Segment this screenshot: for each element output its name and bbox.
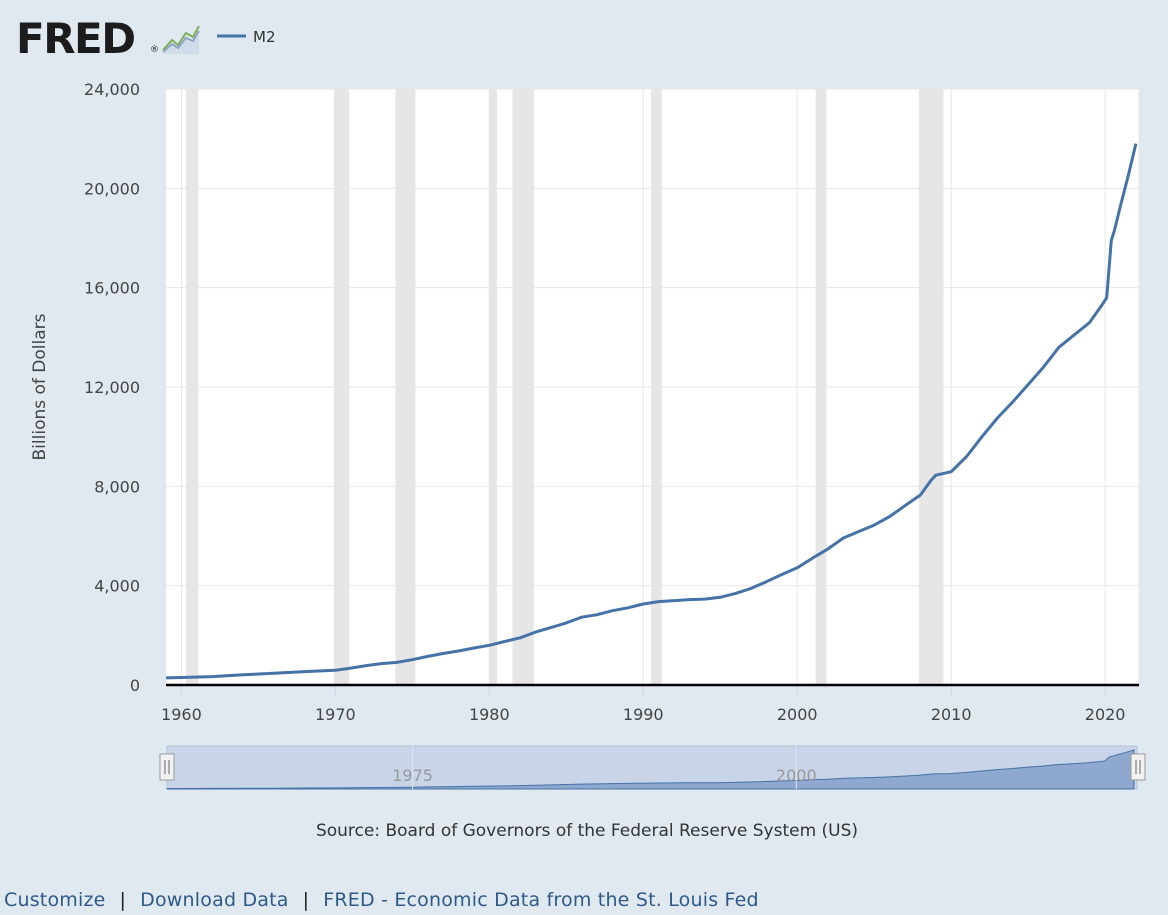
navigator[interactable]: 1975 2000 [159,745,1146,790]
legend-entry-m2: M2 [253,28,276,46]
y-tick-label: 0 [130,676,140,695]
y-tick-label: 20,000 [84,179,140,198]
fred-chart-icon [160,22,200,54]
x-tick-label: 2010 [931,705,972,724]
navigator-area [166,749,1135,790]
y-tick-label: 4,000 [94,577,140,596]
x-tick-label: 1990 [623,705,664,724]
navigator-ticks: 1975 2000 [392,746,817,789]
x-axis: 1960 1970 1980 1990 2000 2010 2020 [161,685,1125,724]
y-tick-label: 24,000 [84,80,140,99]
x-tick-label: 1970 [315,705,356,724]
download-data-link[interactable]: Download Data [140,889,289,911]
fred-logo-text: FRED [16,14,135,63]
fred-logo-registered: ® [150,45,159,55]
y-axis-label: Billions of Dollars [30,313,50,460]
x-tick-label: 1960 [161,705,202,724]
y-axis: 0 4,000 8,000 12,000 16,000 20,000 24,000 [84,80,140,695]
footer-separator: | [119,889,127,911]
legend: M2 [217,28,276,46]
chart: FRED ® M2 0 4,000 8,000 12,000 16,000 20,000 2… [16,14,1146,841]
x-tick-label: 2000 [777,705,818,724]
navigator-handle-right[interactable] [1130,753,1146,781]
navigator-handle-left[interactable] [159,753,175,781]
y-tick-label: 16,000 [84,279,140,298]
fred-home-link[interactable]: FRED - Economic Data from the St. Louis … [323,889,759,911]
gridlines [166,88,1140,685]
footer-separator: | [302,889,310,911]
navigator-tick-label: 1975 [392,766,433,785]
fred-logo[interactable]: FRED ® [16,14,200,63]
x-tick-label: 2020 [1085,705,1126,724]
y-tick-label: 8,000 [94,477,140,496]
y-tick-label: 12,000 [84,378,140,397]
source-note: Source: Board of Governors of the Federa… [316,821,858,841]
footer-links: Customize | Download Data | FRED - Economic … [4,889,759,911]
x-tick-label: 1980 [469,705,510,724]
navigator-tick-label: 2000 [776,766,817,785]
series-line-m2[interactable] [165,143,1138,680]
customize-link[interactable]: Customize [4,889,106,911]
